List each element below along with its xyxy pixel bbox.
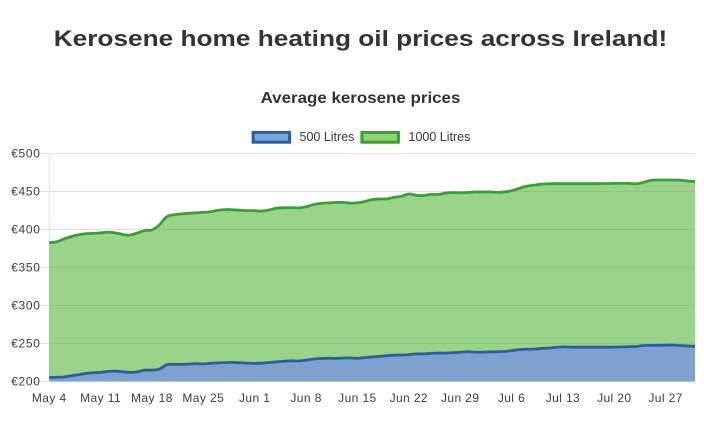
svg-text:€500: €500 (11, 146, 41, 160)
svg-text:500 Litres: 500 Litres (300, 130, 355, 144)
svg-text:May 4: May 4 (32, 391, 67, 405)
svg-text:Jun 15: Jun 15 (338, 391, 376, 405)
svg-text:1000 Litres: 1000 Litres (409, 130, 471, 144)
svg-text:Jul 6: Jul 6 (498, 391, 525, 405)
svg-text:Jul 27: Jul 27 (648, 391, 682, 405)
svg-text:€200: €200 (11, 374, 41, 388)
svg-text:€250: €250 (11, 336, 41, 350)
svg-text:May 25: May 25 (182, 391, 224, 405)
svg-text:€400: €400 (11, 222, 41, 236)
svg-text:Jun 1: Jun 1 (239, 391, 270, 405)
svg-text:Jul 13: Jul 13 (546, 391, 580, 405)
svg-text:May 18: May 18 (131, 391, 173, 405)
svg-text:€300: €300 (11, 298, 41, 312)
svg-text:Jun 22: Jun 22 (390, 391, 428, 405)
svg-text:€450: €450 (11, 184, 41, 198)
svg-text:€350: €350 (11, 260, 41, 274)
svg-text:Jun 29: Jun 29 (441, 391, 479, 405)
svg-text:Jun 8: Jun 8 (290, 391, 321, 405)
svg-text:May 11: May 11 (80, 391, 121, 405)
svg-text:Jul 20: Jul 20 (597, 391, 631, 405)
